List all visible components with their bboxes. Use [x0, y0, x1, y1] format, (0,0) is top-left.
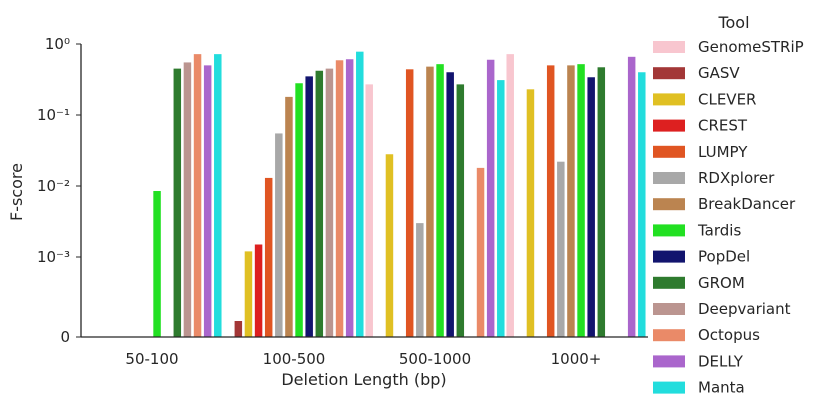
bar-clever-1000+	[526, 89, 535, 337]
legend-label: BreakDancer	[698, 195, 796, 213]
legend-label: RDXplorer	[698, 169, 775, 187]
legend-swatch	[653, 67, 685, 80]
legend-swatch	[653, 198, 685, 211]
legend-label: Deepvariant	[698, 300, 791, 318]
legend-swatch	[653, 250, 685, 263]
bar-lumpy-500-1000	[405, 69, 414, 337]
y-tick-label: 10⁻¹	[37, 106, 70, 124]
x-tick-label: 1000+	[551, 350, 602, 368]
legend-swatch	[653, 224, 685, 237]
y-tick-label: 0	[60, 328, 70, 346]
legend-swatch	[653, 93, 685, 106]
legend-swatch	[653, 172, 685, 184]
bar-rdxplorer-1000+	[557, 161, 565, 337]
legend-swatch	[653, 303, 685, 315]
legend-label: Manta	[698, 379, 745, 397]
bar-gasv-100-500	[234, 321, 243, 337]
legend-label: GASV	[698, 64, 740, 82]
bar-lumpy-100-500	[264, 177, 273, 337]
bar-octopus-50-100	[193, 54, 202, 337]
legend-label: CLEVER	[698, 90, 756, 108]
legend-swatch	[653, 41, 685, 53]
bar-grom-1000+	[597, 67, 606, 337]
y-tick-label: 10⁻³	[37, 248, 70, 266]
bar-breakdancer-100-500	[285, 96, 293, 337]
legend-swatch	[653, 145, 685, 158]
bar-delly-50-100	[203, 65, 212, 338]
bar-genomestrip-1000+	[506, 54, 514, 337]
bar-manta-500-1000	[497, 80, 505, 338]
legend: Tool GenomeSTRiP GASV CLEVER CREST LUMPY RDXp…	[653, 13, 804, 397]
bar-delly-100-500	[345, 59, 354, 338]
bar-grom-100-500	[315, 70, 324, 337]
bar-grom-50-100	[173, 68, 182, 338]
bar-clever-100-500	[244, 251, 253, 337]
bar-delly-1000+	[627, 56, 636, 338]
x-axis-title: Deletion Length (bp)	[281, 370, 446, 389]
bar-tardis-500-1000	[436, 64, 444, 337]
legend-swatch	[653, 355, 685, 368]
bar-popdel-1000+	[587, 77, 595, 337]
x-tick-label: 100-500	[263, 350, 326, 368]
legend-label: CREST	[698, 117, 748, 135]
bar-deepvariant-50-100	[183, 62, 192, 338]
bar-rdxplorer-500-1000	[416, 223, 424, 337]
legend-label: DELLY	[698, 352, 744, 370]
bar-manta-50-100	[214, 54, 222, 337]
bar-genomestrip-500-1000	[365, 84, 373, 338]
legend-swatch	[653, 276, 685, 289]
bar-rdxplorer-100-500	[275, 133, 283, 337]
bar-octopus-100-500	[335, 60, 344, 338]
bar-delly-500-1000	[486, 59, 495, 337]
legend-label: LUMPY	[698, 143, 748, 161]
bar-tardis-100-500	[295, 83, 303, 337]
bar-popdel-500-1000	[446, 72, 454, 337]
legend-swatch	[653, 381, 685, 394]
legend-swatch	[653, 119, 685, 132]
bar-lumpy-1000+	[546, 65, 555, 338]
legend-label: GROM	[698, 274, 745, 292]
bar-tardis-50-100	[153, 191, 161, 337]
bar-octopus-500-1000	[476, 167, 485, 337]
bar-tardis-1000+	[577, 64, 585, 337]
bar-breakdancer-500-1000	[426, 66, 434, 337]
legend-swatch	[653, 329, 685, 342]
bar-manta-100-500	[356, 51, 364, 337]
bar-breakdancer-1000+	[567, 65, 575, 338]
bar-deepvariant-100-500	[325, 68, 334, 338]
y-axis-title: F-score	[7, 163, 26, 221]
bar-crest-100-500	[254, 244, 263, 337]
legend-label: Tardis	[697, 221, 741, 239]
legend-title: Tool	[717, 13, 749, 32]
bar-clever-500-1000	[385, 154, 394, 337]
y-tick-label: 10⁰	[45, 35, 70, 53]
x-tick-label: 500-1000	[399, 350, 471, 368]
bar-manta-1000+	[638, 72, 646, 337]
bar-popdel-100-500	[305, 76, 313, 338]
y-tick-labels: 0 10⁻³ 10⁻² 10⁻¹ 10⁰	[37, 35, 81, 346]
legend-label: Octopus	[698, 326, 760, 344]
x-tick-labels: 50-100 100-500 500-1000 1000+	[125, 350, 601, 368]
y-tick-label: 10⁻²	[37, 177, 70, 195]
legend-label: GenomeSTRiP	[698, 38, 804, 56]
bars-group	[153, 51, 646, 338]
x-tick-label: 50-100	[125, 350, 178, 368]
bar-grom-500-1000	[456, 84, 465, 338]
legend-label: PopDel	[698, 248, 750, 266]
